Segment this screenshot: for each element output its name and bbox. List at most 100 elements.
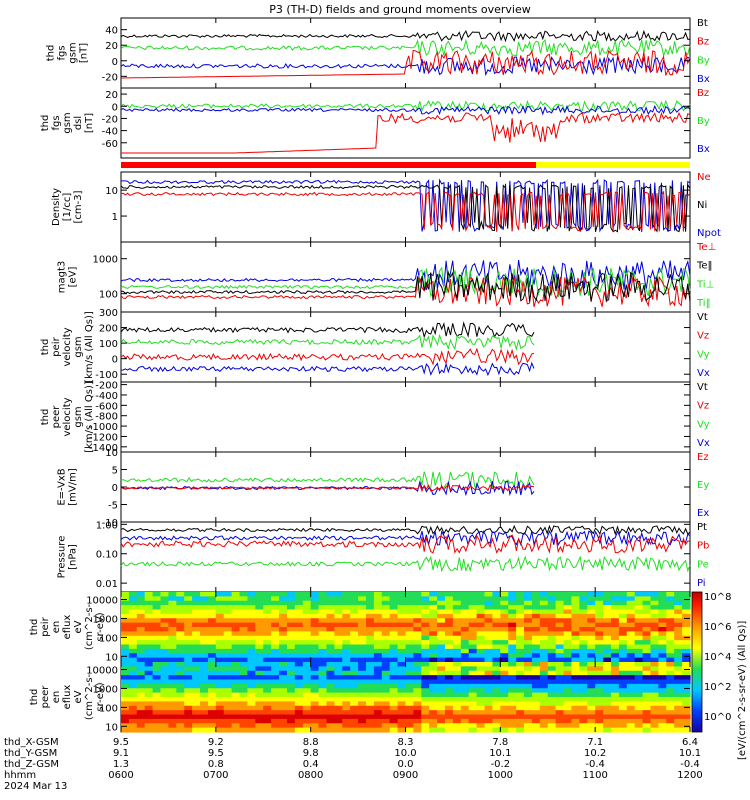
spec-cell bbox=[231, 622, 241, 628]
spec-cell bbox=[610, 723, 620, 729]
spec-cell bbox=[682, 648, 691, 654]
spec-cell bbox=[634, 592, 644, 597]
spec-cell bbox=[334, 613, 343, 619]
spec-cell bbox=[437, 653, 446, 659]
spec-cell bbox=[682, 718, 691, 724]
spec-cell bbox=[429, 662, 438, 667]
spec-cell bbox=[358, 640, 367, 646]
spec-cell bbox=[658, 613, 667, 619]
spec-cell bbox=[286, 631, 296, 637]
spec-cell bbox=[334, 596, 343, 602]
spec-cell bbox=[373, 596, 383, 602]
spec-cell bbox=[626, 692, 636, 698]
spec-cell bbox=[263, 670, 272, 676]
spec-cell bbox=[547, 627, 557, 632]
spec-cell bbox=[468, 618, 478, 624]
spec-cell bbox=[626, 622, 636, 628]
spec-cell bbox=[255, 592, 264, 597]
legends: BtBzByBxBzByBxNeNiNpotTe⊥Te‖Ti⊥Ti‖VtVzVy… bbox=[696, 18, 721, 589]
spec-cell bbox=[500, 718, 509, 724]
ytick-label: -20 bbox=[102, 72, 118, 83]
spec-cell bbox=[484, 648, 494, 654]
spec-cell bbox=[682, 622, 691, 628]
spec-cell bbox=[326, 631, 335, 637]
spec-cell bbox=[334, 683, 343, 689]
mode-bar-yellow bbox=[536, 162, 690, 168]
spec-cell bbox=[160, 627, 170, 632]
spec-cell bbox=[674, 675, 683, 681]
spec-cell bbox=[626, 613, 636, 619]
spec-cell bbox=[484, 657, 494, 663]
spec-cell bbox=[468, 675, 478, 681]
spec-cell bbox=[460, 592, 470, 597]
spec-cell bbox=[342, 727, 351, 733]
spec-cell bbox=[286, 670, 296, 676]
ytick-label: 100 bbox=[99, 703, 118, 714]
spec-cell bbox=[121, 718, 130, 724]
spec-cell bbox=[168, 596, 177, 602]
spec-cell bbox=[429, 688, 438, 694]
spec-cell bbox=[682, 635, 691, 641]
spec-cell bbox=[674, 666, 683, 672]
spec-cell bbox=[658, 662, 667, 667]
spec-cell bbox=[334, 727, 343, 733]
spec-cell bbox=[603, 662, 612, 667]
spec-cell bbox=[666, 657, 675, 663]
legend-peir_velocity-0: Vt bbox=[697, 312, 708, 323]
ylabel-line: velocity bbox=[62, 327, 73, 366]
spec-cell bbox=[271, 596, 280, 602]
spec-cell bbox=[358, 631, 367, 637]
spec-cell bbox=[326, 644, 335, 650]
spec-cell bbox=[618, 705, 628, 711]
spec-cell bbox=[342, 644, 351, 650]
spec-cell bbox=[476, 692, 486, 698]
spec-cell bbox=[176, 705, 185, 711]
spec-cell bbox=[294, 618, 304, 624]
spec-cell bbox=[674, 662, 683, 667]
spec-cell bbox=[342, 679, 351, 685]
trace-fgs_gsm_dsl-By bbox=[120, 99, 691, 113]
spec-cell bbox=[294, 657, 304, 663]
spec-cell bbox=[429, 600, 438, 606]
spec-cell bbox=[524, 710, 533, 716]
spec-cell bbox=[682, 670, 691, 676]
spec-cell bbox=[121, 679, 130, 685]
spec-cell bbox=[610, 640, 620, 646]
spec-cell bbox=[168, 666, 177, 672]
spec-cell bbox=[587, 705, 596, 711]
spec-cell bbox=[460, 640, 470, 646]
spec-cell bbox=[318, 657, 328, 663]
spec-cell bbox=[626, 710, 636, 716]
spec-cell bbox=[603, 622, 612, 628]
spec-cell bbox=[642, 675, 652, 681]
ephem-value: -0.4 bbox=[680, 759, 700, 770]
spec-cell bbox=[350, 596, 359, 602]
spec-cell bbox=[247, 705, 256, 711]
spec-cell bbox=[634, 666, 644, 672]
spec-cell bbox=[184, 688, 193, 694]
spec-cell bbox=[610, 666, 620, 672]
spec-cell bbox=[358, 727, 367, 733]
spec-cell bbox=[200, 723, 209, 729]
spec-cell bbox=[389, 622, 399, 628]
spec-cell bbox=[271, 688, 280, 694]
spec-cell bbox=[152, 688, 162, 694]
spec-cell bbox=[468, 727, 478, 733]
spec-cell bbox=[634, 596, 644, 602]
spec-cell bbox=[642, 596, 652, 602]
spec-cell bbox=[294, 675, 304, 681]
ylabel-line: (cm^2-s- bbox=[84, 673, 95, 720]
spec-cell bbox=[168, 609, 177, 615]
spec-cell bbox=[539, 592, 549, 597]
spec-cell bbox=[666, 622, 675, 628]
spec-cell bbox=[516, 648, 525, 654]
spec-cell bbox=[397, 605, 407, 611]
spec-cell bbox=[531, 662, 541, 667]
spec-cell bbox=[563, 705, 573, 711]
spec-cell bbox=[381, 618, 391, 624]
ephem-value: 0.0 bbox=[398, 759, 414, 770]
spec-cell bbox=[397, 666, 407, 672]
spec-cell bbox=[121, 662, 130, 667]
spec-cell bbox=[121, 666, 130, 672]
spec-cell bbox=[358, 605, 367, 611]
